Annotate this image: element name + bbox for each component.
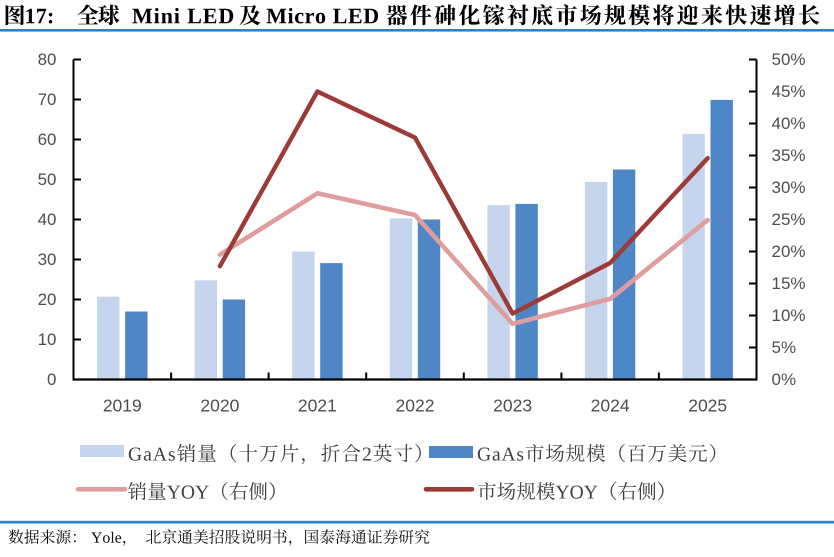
svg-text:2021: 2021 <box>298 395 337 415</box>
svg-text:2020: 2020 <box>200 395 239 415</box>
svg-text:15%: 15% <box>772 274 806 293</box>
svg-text:80: 80 <box>38 50 57 69</box>
svg-text:20%: 20% <box>772 242 806 261</box>
svg-text:0: 0 <box>47 370 56 389</box>
svg-text:35%: 35% <box>772 146 806 165</box>
svg-text:2024: 2024 <box>591 395 630 415</box>
svg-text:45%: 45% <box>772 82 806 101</box>
svg-text:10: 10 <box>38 330 57 349</box>
svg-text:2023: 2023 <box>493 395 532 415</box>
svg-text:40: 40 <box>38 210 57 229</box>
svg-text:70: 70 <box>38 90 57 109</box>
svg-text:2022: 2022 <box>396 395 435 415</box>
svg-text:2019: 2019 <box>103 395 142 415</box>
svg-text:10%: 10% <box>772 306 806 325</box>
svg-text:5%: 5% <box>772 338 797 357</box>
svg-text:40%: 40% <box>772 114 806 133</box>
svg-text:30: 30 <box>38 250 57 269</box>
svg-text:25%: 25% <box>772 210 806 229</box>
svg-text:50: 50 <box>38 170 57 189</box>
svg-text:0%: 0% <box>772 370 797 389</box>
svg-text:20: 20 <box>38 290 57 309</box>
svg-text:60: 60 <box>38 130 57 149</box>
svg-text:30%: 30% <box>772 178 806 197</box>
svg-text:50%: 50% <box>772 50 806 69</box>
svg-text:2025: 2025 <box>688 395 727 415</box>
